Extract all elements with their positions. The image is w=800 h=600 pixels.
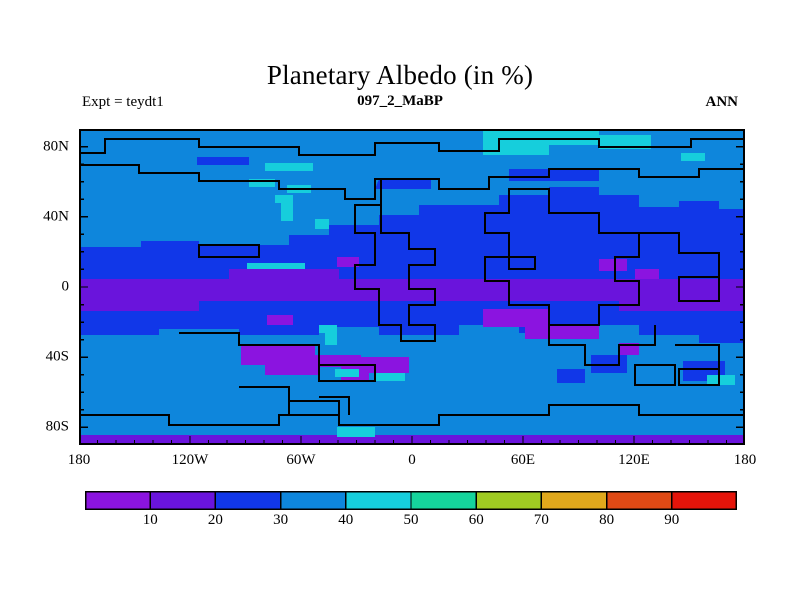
albedo-map	[79, 129, 745, 445]
colorbar-tick-label-0: 10	[142, 512, 158, 528]
figure-subtitle: 097_2_MaBP	[357, 93, 443, 109]
colorbar-swatches	[85, 491, 738, 510]
colorbar-band-6	[476, 491, 542, 510]
y-axis-tick-label-3: 40S	[45, 348, 69, 365]
colorbar-band-0	[85, 491, 151, 510]
colorbar-band-9	[671, 491, 737, 510]
x-axis-tick-label-0: 180	[67, 452, 91, 468]
experiment-label: Expt = teydt1	[82, 94, 164, 110]
x-axis-tick-label-4: 60E	[510, 452, 536, 468]
y-axis-tick-label-4: 80S	[45, 418, 69, 435]
colorbar-band-8	[606, 491, 672, 510]
colorbar	[85, 491, 738, 510]
x-axis-tick-label-5: 120E	[618, 452, 650, 468]
season-label: ANN	[705, 94, 739, 110]
colorbar-tick-label-1: 20	[207, 512, 223, 528]
page-title: Planetary Albedo (in %)	[266, 60, 534, 90]
colorbar-band-7	[541, 491, 607, 510]
colorbar-band-5	[411, 491, 477, 510]
x-axis-tick-label-2: 60W	[286, 452, 316, 468]
colorbar-band-1	[150, 491, 216, 510]
x-axis-tick-label-1: 120W	[171, 452, 209, 468]
colorbar-band-2	[215, 491, 281, 510]
colorbar-tick-label-6: 70	[533, 512, 549, 528]
y-axis-tick-label-2: 0	[61, 278, 70, 295]
colorbar-tick-label-3: 40	[338, 512, 354, 528]
colorbar-tick-label-5: 60	[468, 512, 484, 528]
coastlines	[79, 138, 745, 426]
y-axis-tick-label-0: 80N	[43, 138, 69, 155]
colorbar-band-3	[280, 491, 346, 510]
axis-ticks	[79, 129, 745, 445]
map-plot-area	[79, 129, 745, 445]
colorbar-band-4	[345, 491, 411, 510]
colorbar-tick-label-8: 90	[664, 512, 680, 528]
band-10-20	[79, 269, 745, 445]
x-axis-tick-label-6: 180	[733, 452, 757, 468]
colorbar-tick-label-4: 50	[403, 512, 419, 528]
y-axis-tick-label-1: 40N	[43, 208, 69, 225]
colorbar-tick-label-2: 30	[273, 512, 289, 528]
colorbar-tick-label-7: 80	[599, 512, 615, 528]
x-axis-tick-label-3: 0	[408, 452, 416, 468]
